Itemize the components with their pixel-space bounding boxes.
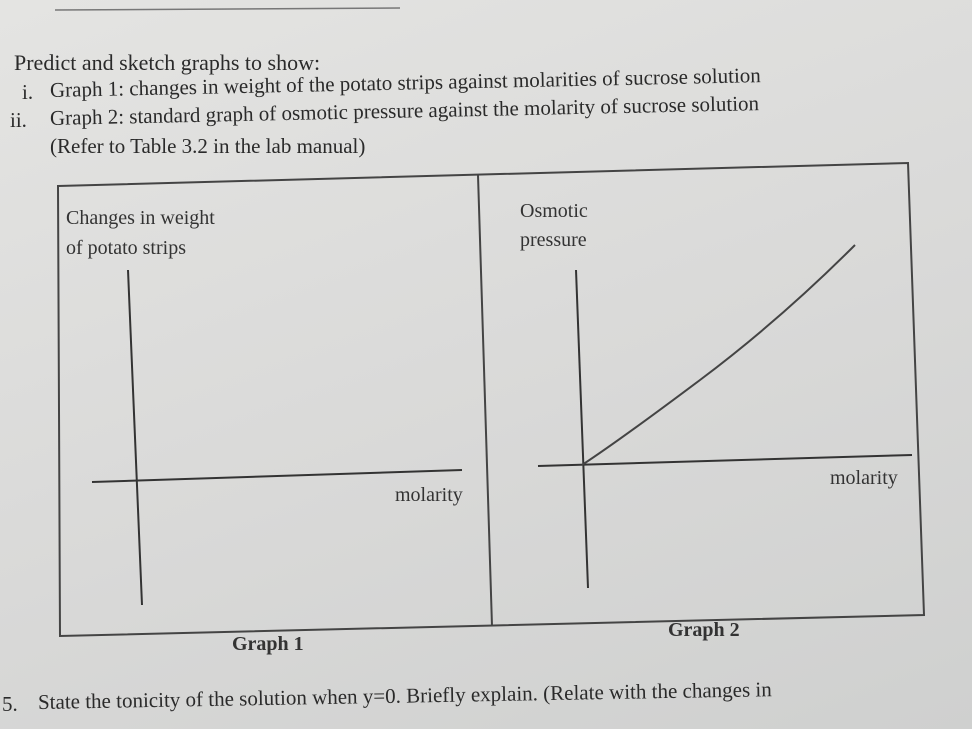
x-axis [537,454,913,467]
y-label: pressure [520,229,587,251]
caption: Graph 1 [232,633,304,655]
y-label: of potato strips [66,237,186,259]
y-label: Osmotic [520,200,588,222]
item-label: ii. [10,108,27,132]
question-number: 5. [2,692,18,716]
x-label: molarity [395,484,463,506]
frame [56,161,926,638]
rule [54,7,401,11]
x-axis [91,469,463,483]
item-label: i. [22,80,34,104]
caption: Graph 2 [668,619,740,641]
y-axis [127,269,143,606]
x-label: molarity [830,467,898,489]
divider [477,174,493,627]
sketch-curve [581,244,856,466]
heading: Predict and sketch graphs to show: [14,50,321,75]
y-label: Changes in weight [66,207,215,229]
note: (Refer to Table 3.2 in the lab manual) [50,134,366,158]
y-axis [575,269,589,589]
